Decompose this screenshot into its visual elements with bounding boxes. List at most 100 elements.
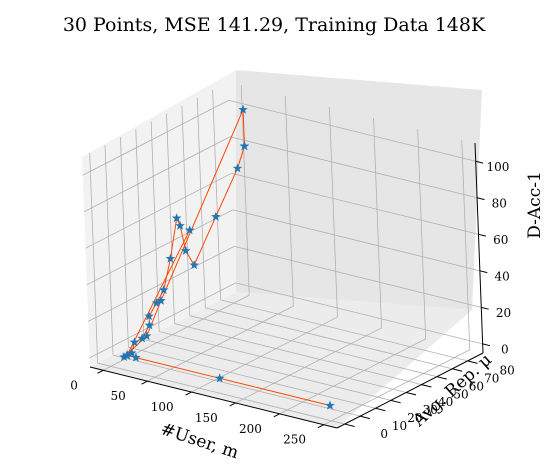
tick-label-y: 80	[500, 364, 515, 378]
grid-y-left	[89, 153, 99, 364]
data-point	[137, 333, 147, 343]
tick-label-x: 250	[283, 433, 306, 447]
grid-y-floor	[128, 346, 376, 409]
grid-y-floor	[97, 362, 345, 425]
grid-y-left	[181, 105, 191, 316]
tick-mark-y	[452, 368, 463, 372]
tick-mark-y	[344, 423, 355, 427]
data-point	[165, 253, 176, 263]
tick-mark-z	[481, 306, 489, 310]
grid-z-back	[229, 136, 478, 199]
grid-z-left	[86, 209, 234, 286]
grid-x-back	[461, 139, 471, 350]
data-point	[171, 213, 182, 223]
grid-x-back	[373, 117, 382, 328]
grid-y-left	[120, 137, 129, 348]
tick-mark-x	[141, 380, 148, 385]
grid-lines	[82, 85, 483, 426]
grid-y-left	[135, 129, 145, 340]
tick-label-x: 200	[239, 422, 262, 436]
tick-mark-z	[475, 160, 484, 164]
data-point	[184, 225, 195, 235]
grid-y-floor	[112, 354, 361, 417]
axis-lines	[89, 142, 491, 429]
grid-x-floor	[147, 305, 294, 382]
tick-mark-z	[479, 270, 488, 274]
tick-label-x: 100	[151, 400, 174, 414]
grid-z-back	[234, 245, 482, 308]
tick-label-z: 100	[486, 160, 509, 174]
grid-z-back	[228, 99, 476, 162]
data-point	[189, 260, 199, 270]
grid-x-floor	[323, 349, 470, 426]
data-point	[126, 348, 137, 358]
data-point	[122, 350, 132, 360]
tick-label-x: 50	[110, 389, 125, 403]
grid-y-left	[196, 97, 206, 308]
tick-mark-z	[478, 233, 487, 237]
tick-label-y: 10	[392, 419, 407, 433]
grid-y-left	[104, 145, 114, 356]
tick-label-y: 40	[438, 395, 453, 409]
grid-z-left	[82, 99, 229, 176]
data-point	[239, 141, 250, 151]
tick-mark-x	[185, 391, 192, 396]
tick-mark-x	[229, 402, 236, 407]
tick-mark-y	[390, 399, 401, 404]
grid-y-left	[212, 89, 222, 300]
grid-y-floor	[174, 323, 422, 385]
grid-x-floor	[235, 327, 382, 404]
data-point	[211, 211, 221, 221]
data-point	[156, 295, 166, 305]
grid-y-floor	[220, 299, 468, 362]
tick-label-y: 50	[453, 387, 468, 401]
tick-label-z: 80	[492, 196, 507, 210]
grid-y-floor	[143, 338, 391, 401]
tick-label-y: 0	[380, 427, 388, 441]
grid-x-floor	[191, 316, 338, 393]
tick-mark-x	[97, 369, 104, 374]
x-axis-label: #User, m	[158, 419, 241, 463]
tick-label-y: 30	[423, 403, 438, 417]
tick-mark-x	[317, 424, 324, 429]
grid-z-back	[235, 282, 483, 345]
grid-y-left	[150, 121, 160, 332]
grid-z-left	[88, 245, 235, 322]
tick-mark-y	[436, 376, 447, 380]
data-point	[238, 104, 248, 114]
data-point	[325, 400, 335, 410]
z-axis-label: D-Acc-1	[525, 171, 545, 239]
data-point	[141, 331, 152, 341]
grid-x-back	[284, 96, 294, 307]
tick-label-x: 0	[70, 378, 78, 392]
tick-mark-x	[273, 413, 280, 418]
grid-y-left	[166, 113, 175, 324]
data-point	[181, 245, 191, 255]
x-axis-line	[89, 366, 338, 429]
chart-title: 30 Points, MSE 141.29, Training Data 148…	[63, 14, 486, 36]
tick-mark-y	[467, 360, 478, 364]
data-point	[151, 298, 162, 308]
data-point	[232, 163, 243, 173]
tick-label-z: 40	[494, 269, 509, 283]
grid-x-floor	[279, 338, 426, 415]
grid-y-floor	[205, 307, 453, 370]
tick-label-y: 60	[469, 379, 484, 393]
grid-z-left	[83, 136, 231, 213]
data-point	[214, 373, 225, 383]
tick-mark-y	[406, 391, 417, 396]
data-point	[131, 352, 141, 362]
data-point	[144, 320, 155, 330]
data-point	[129, 337, 140, 347]
y-axis-line	[336, 352, 484, 429]
grid-z-back	[231, 172, 479, 235]
tick-mark-y	[359, 415, 371, 420]
tick-label-z: 0	[501, 342, 509, 356]
tick-label-y: 20	[407, 411, 422, 425]
grid-z-left	[89, 282, 236, 359]
pane-back-right	[236, 70, 482, 310]
series-points	[119, 104, 335, 410]
grid-x-back	[329, 107, 338, 318]
tick-mark-z	[482, 343, 491, 347]
